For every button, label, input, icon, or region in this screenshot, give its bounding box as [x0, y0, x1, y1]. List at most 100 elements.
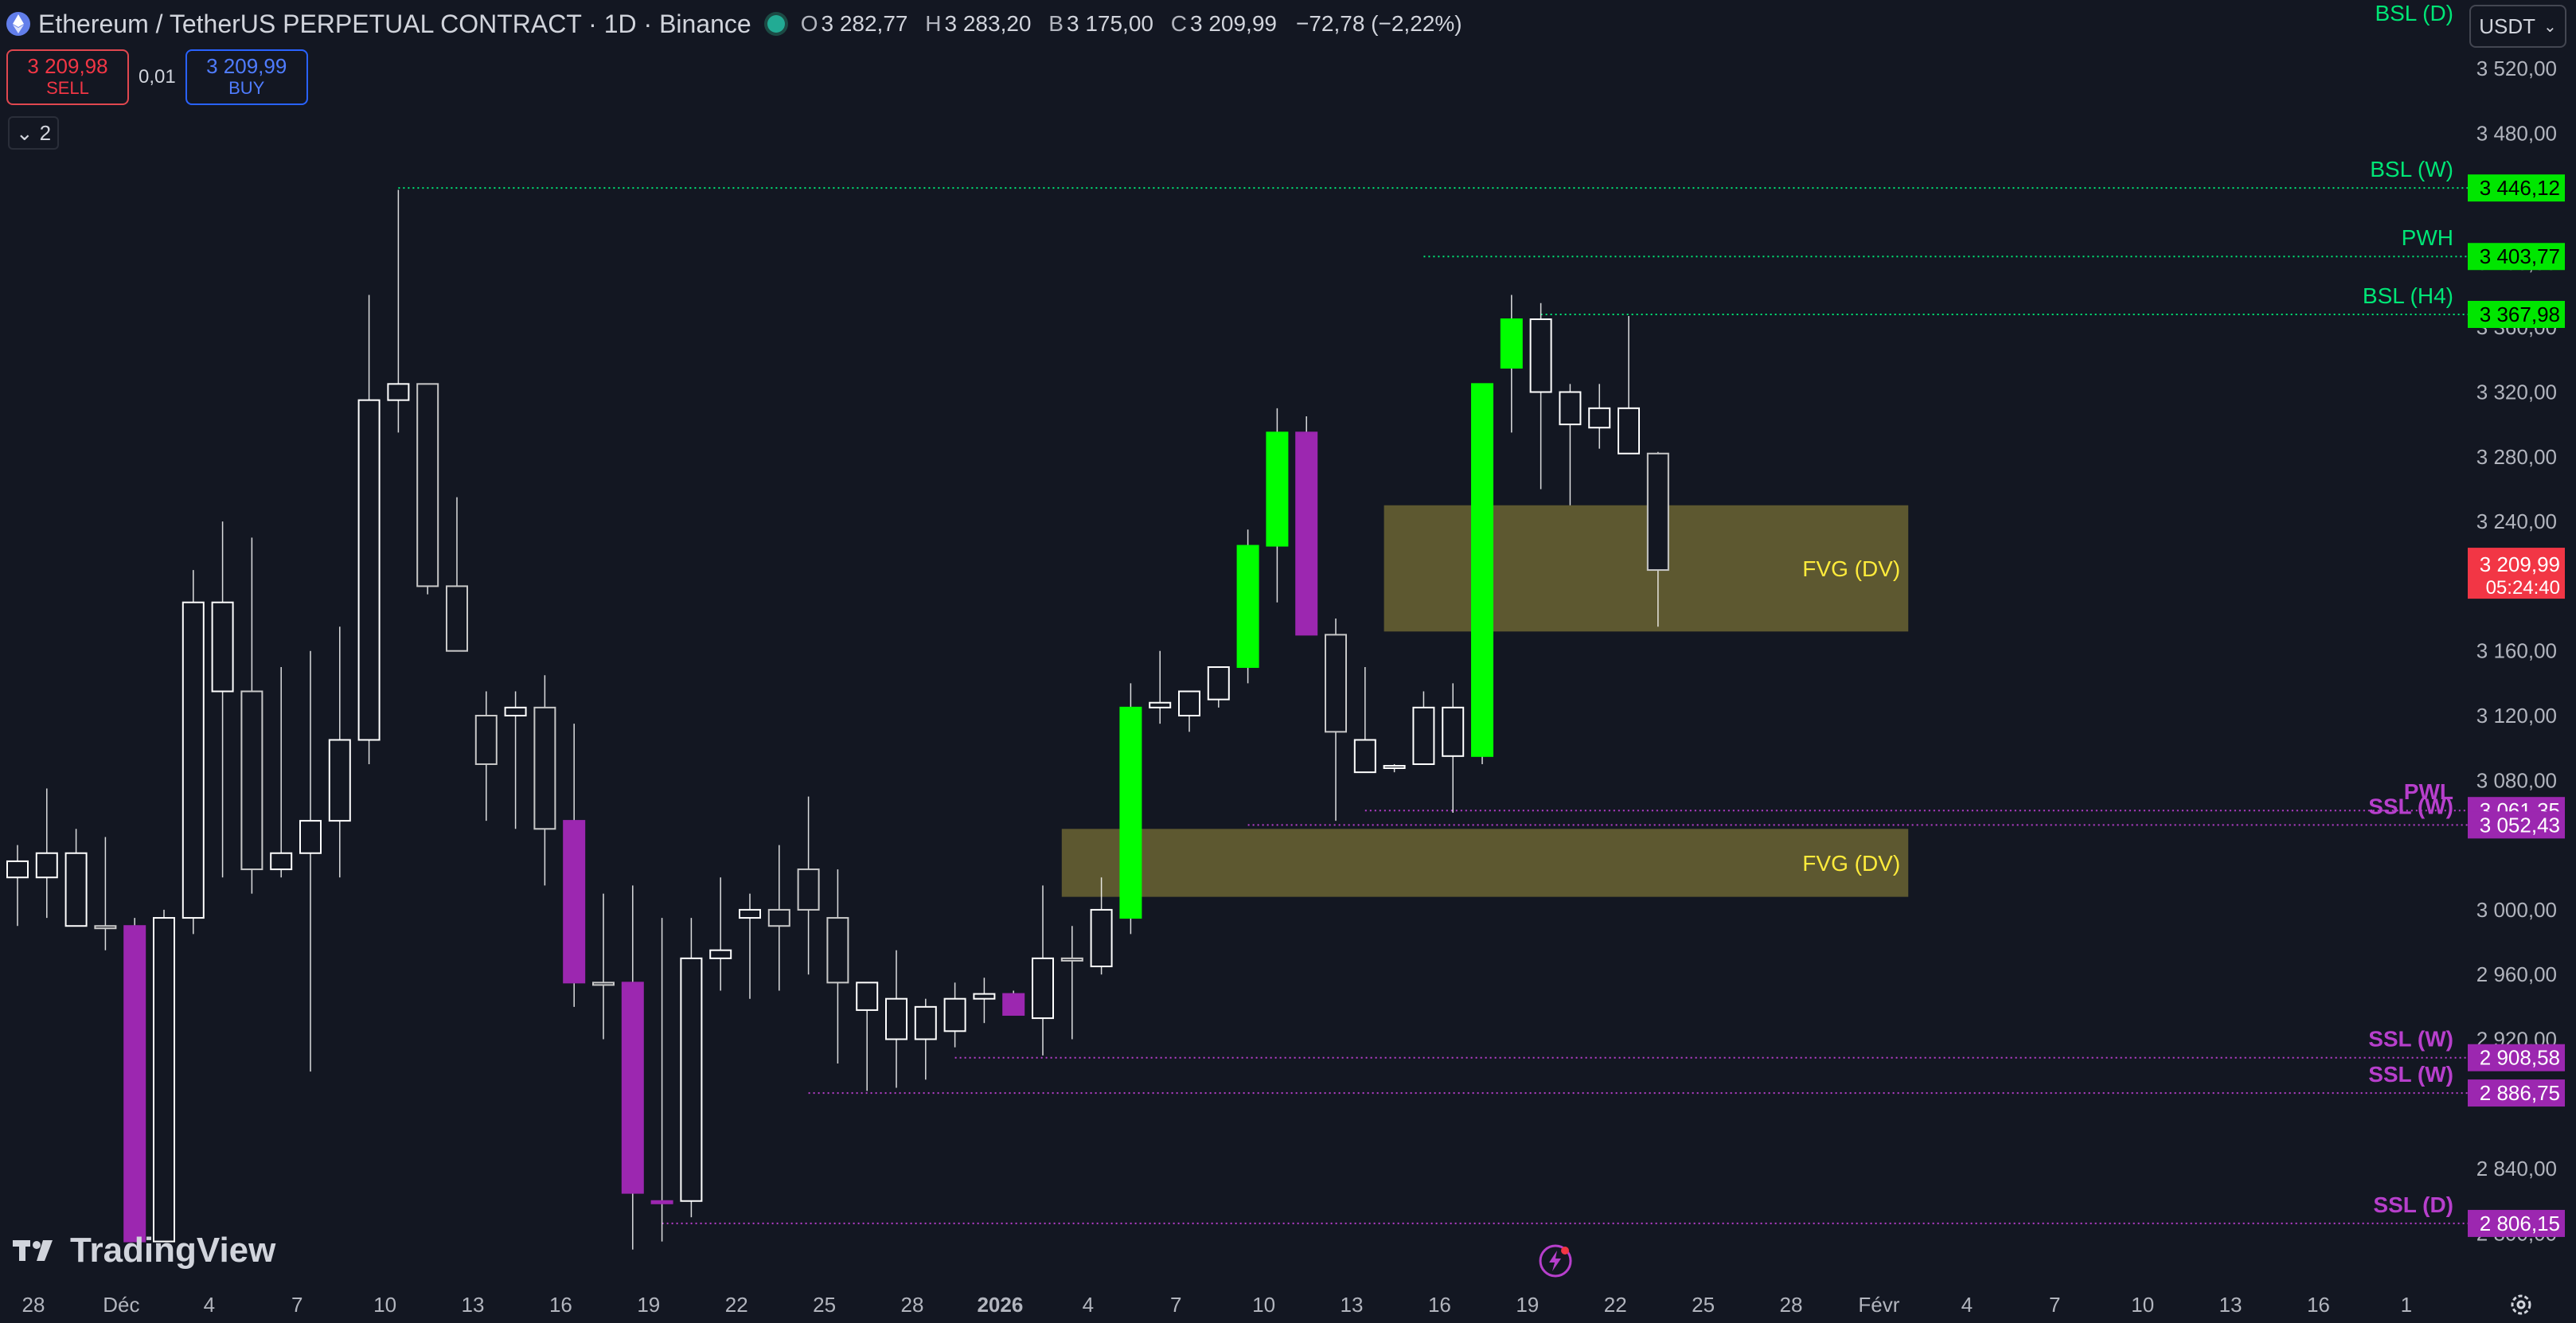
candle-body [1353, 739, 1376, 774]
y-tick-label: 3 320,00 [2476, 381, 2557, 404]
candle-body [1236, 544, 1259, 669]
candle-body [1295, 431, 1318, 636]
currency-value: USDT [2479, 14, 2535, 38]
y-tick-label: 2 960,00 [2476, 962, 2557, 986]
candle [885, 950, 907, 1088]
price-tag-label: 2 806,15 [2480, 1212, 2560, 1235]
candle-body [1060, 957, 1083, 962]
candle-body [885, 997, 907, 1040]
spread-value: 0,01 [139, 66, 176, 88]
y-tick-label: 3 080,00 [2476, 768, 2557, 792]
x-tick-label: 28 [1780, 1293, 1803, 1317]
candle-body [181, 601, 205, 919]
x-tick-label: 16 [2307, 1293, 2330, 1317]
price-tag [2468, 300, 2565, 328]
candle-body [1325, 634, 1347, 733]
candle-body [1119, 706, 1142, 919]
candle [240, 537, 263, 894]
gear-icon[interactable] [2508, 1291, 2535, 1318]
candle [914, 998, 937, 1080]
candle-body [94, 925, 117, 930]
candle-body [1646, 452, 1669, 572]
level-label: PWH [2402, 225, 2453, 250]
candle-body [943, 997, 966, 1032]
ohlc-open-key: O [800, 11, 818, 36]
currency-select[interactable]: USDT ⌄ [2469, 5, 2566, 48]
market-status-icon[interactable] [767, 15, 785, 33]
level-label: BSL (D) [2375, 1, 2453, 25]
x-tick-label: 22 [725, 1293, 748, 1317]
candle-body [474, 715, 498, 765]
sell-label: SELL [46, 78, 89, 98]
x-tick-label: 4 [1083, 1293, 1094, 1317]
level-label: SSL (W) [2368, 1062, 2453, 1087]
candle-body [123, 925, 146, 1243]
candle-body [211, 601, 234, 693]
candle-body [240, 690, 263, 871]
candle-body [1500, 318, 1523, 369]
price-tag [2468, 1044, 2565, 1071]
level-label: BSL (W) [2370, 157, 2453, 181]
candle-body [6, 860, 29, 879]
candle-body [1588, 407, 1611, 429]
lightning-icon[interactable] [1538, 1243, 1573, 1278]
price-tag [2468, 1079, 2565, 1107]
candle [1500, 295, 1523, 433]
y-tick-label: 3 000,00 [2476, 898, 2557, 922]
chevron-down-icon: ⌄ [15, 120, 33, 145]
candle [592, 893, 615, 1040]
indicators-toggle-button[interactable]: ⌄ 2 [8, 116, 59, 150]
ohlc-high-value: 3 283,20 [944, 11, 1032, 36]
candle-body [1471, 383, 1493, 757]
ethereum-icon [6, 12, 30, 36]
candle-body [35, 852, 58, 879]
x-tick-label: 22 [1604, 1293, 1627, 1317]
candle [1090, 877, 1113, 975]
candle [446, 497, 468, 652]
trade-panel: 3 209,98 SELL 0,01 3 209,99 BUY [6, 49, 308, 105]
candle [211, 521, 234, 878]
level-label: PWL [2404, 779, 2453, 804]
x-tick-label: 28 [22, 1293, 45, 1317]
candle-body [1207, 666, 1230, 701]
candle-body [1383, 765, 1406, 770]
buy-button[interactable]: 3 209,99 BUY [185, 49, 308, 105]
candle [1325, 619, 1347, 822]
candle-body [1618, 407, 1640, 455]
tradingview-icon [13, 1240, 53, 1261]
candle [1471, 383, 1493, 764]
x-tick-label: 25 [813, 1293, 836, 1317]
ohlc-low-key: B [1048, 11, 1064, 36]
fvg-zone [1061, 829, 1909, 897]
candle-countdown: 05:24:40 [2486, 577, 2560, 599]
candle-body [299, 820, 322, 854]
candle [973, 978, 996, 1024]
sell-button[interactable]: 3 209,98 SELL [6, 49, 129, 105]
candle [1559, 384, 1582, 505]
candle [35, 788, 58, 919]
indicators-count: 2 [39, 120, 52, 145]
candle-body [621, 982, 644, 1194]
candle-body [1149, 701, 1172, 708]
symbol-title[interactable]: Ethereum / TetherUS PERPETUAL CONTRACT ·… [38, 9, 751, 38]
candle [1266, 408, 1289, 603]
candle [650, 918, 673, 1242]
candle [1149, 650, 1172, 724]
candle-body [446, 585, 468, 652]
candle [1529, 302, 1552, 490]
candle [621, 885, 644, 1250]
candle [6, 845, 29, 927]
candle [1060, 926, 1083, 1040]
sell-price: 3 209,98 [27, 54, 108, 78]
candle-body [856, 982, 879, 1011]
tradingview-logo: TradingView [13, 1231, 275, 1270]
candle-body [328, 739, 351, 822]
y-tick-label: 3 120,00 [2476, 704, 2557, 728]
candle-body [1266, 431, 1289, 547]
x-tick-label: Déc [103, 1293, 139, 1317]
candle [856, 982, 879, 1091]
candle-body [64, 852, 88, 927]
y-tick-label: 3 160,00 [2476, 639, 2557, 663]
candle [123, 918, 146, 1243]
